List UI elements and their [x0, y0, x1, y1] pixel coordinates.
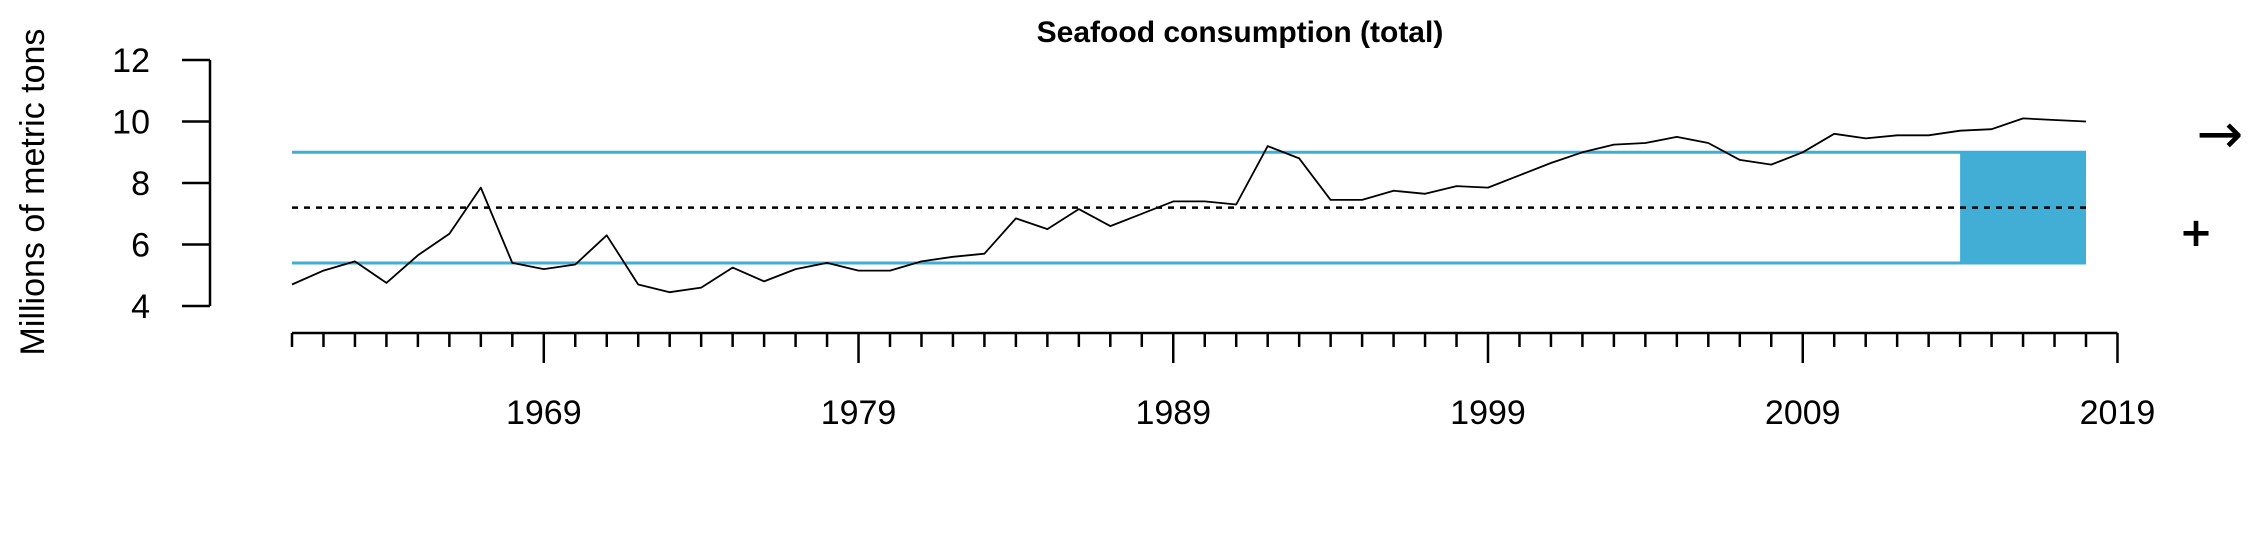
y-axis-label: Millions of metric tons	[14, 29, 52, 356]
x-axis: 1969 1979 1989 1999 2009 2019	[290, 331, 2156, 432]
data-series	[291, 117, 2087, 294]
trend-arrow-icon: →	[2197, 102, 2244, 167]
y-tick-label: 8	[131, 165, 150, 203]
y-axis: 4 6 8 10 12	[112, 42, 212, 326]
chart-title: Seafood consumption (total)	[1037, 16, 1444, 49]
y-tick-label: 12	[112, 42, 150, 80]
x-tick-label: 1979	[821, 394, 897, 432]
mean-status-plus-icon: +	[2179, 210, 2213, 256]
x-tick-label: 2009	[1765, 394, 1841, 432]
y-tick-label: 4	[131, 288, 150, 326]
reference-lines	[292, 150, 2086, 265]
x-tick-label: 1969	[506, 394, 582, 432]
x-tick-label: 1999	[1450, 394, 1526, 432]
x-tick-label: 1989	[1135, 394, 1211, 432]
x-tick-label: 2019	[2080, 394, 2156, 432]
y-tick-label: 10	[112, 104, 150, 142]
y-tick-label: 6	[131, 227, 150, 265]
series-line-0	[291, 117, 2087, 294]
